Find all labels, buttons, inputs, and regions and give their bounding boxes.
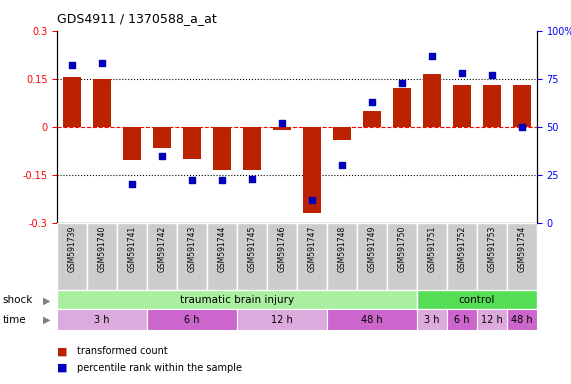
Bar: [183, 127, 201, 159]
FancyBboxPatch shape: [417, 290, 537, 309]
Point: [337, 162, 347, 168]
Text: GSM591739: GSM591739: [67, 226, 77, 273]
Text: GSM591752: GSM591752: [457, 226, 467, 272]
Text: GSM591741: GSM591741: [127, 226, 136, 272]
Point: [487, 72, 496, 78]
FancyBboxPatch shape: [507, 309, 537, 330]
FancyBboxPatch shape: [417, 223, 447, 290]
Text: GSM591749: GSM591749: [367, 226, 376, 273]
Text: time: time: [3, 315, 26, 325]
Text: 6 h: 6 h: [454, 314, 469, 325]
FancyBboxPatch shape: [387, 223, 417, 290]
FancyBboxPatch shape: [447, 309, 477, 330]
FancyBboxPatch shape: [237, 223, 267, 290]
Text: GSM591740: GSM591740: [98, 226, 107, 273]
Point: [427, 53, 436, 59]
Bar: [243, 127, 261, 170]
FancyBboxPatch shape: [267, 223, 297, 290]
Text: 12 h: 12 h: [481, 314, 502, 325]
Point: [158, 152, 167, 159]
FancyBboxPatch shape: [117, 223, 147, 290]
Point: [187, 177, 196, 184]
Bar: [63, 77, 81, 127]
FancyBboxPatch shape: [327, 309, 417, 330]
Text: 48 h: 48 h: [361, 314, 383, 325]
Text: GSM591748: GSM591748: [337, 226, 347, 272]
Bar: [303, 127, 321, 213]
Point: [367, 99, 376, 105]
Bar: [363, 111, 381, 127]
FancyBboxPatch shape: [57, 290, 417, 309]
FancyBboxPatch shape: [207, 223, 237, 290]
Text: 12 h: 12 h: [271, 314, 293, 325]
FancyBboxPatch shape: [357, 223, 387, 290]
Bar: [93, 79, 111, 127]
Text: ■: ■: [57, 363, 67, 373]
FancyBboxPatch shape: [297, 223, 327, 290]
Text: GSM591746: GSM591746: [278, 226, 287, 273]
Point: [457, 70, 467, 76]
Text: GSM591742: GSM591742: [158, 226, 167, 272]
Point: [307, 197, 316, 203]
FancyBboxPatch shape: [57, 309, 147, 330]
Text: GDS4911 / 1370588_a_at: GDS4911 / 1370588_a_at: [57, 12, 217, 25]
Text: 3 h: 3 h: [424, 314, 440, 325]
FancyBboxPatch shape: [507, 223, 537, 290]
Text: GSM591743: GSM591743: [187, 226, 196, 273]
Point: [278, 120, 287, 126]
Text: shock: shock: [3, 295, 33, 305]
Point: [98, 60, 107, 66]
Text: percentile rank within the sample: percentile rank within the sample: [77, 363, 242, 373]
Text: control: control: [459, 295, 495, 305]
Point: [517, 124, 526, 130]
FancyBboxPatch shape: [237, 309, 327, 330]
FancyBboxPatch shape: [477, 223, 507, 290]
FancyBboxPatch shape: [477, 309, 507, 330]
Text: GSM591754: GSM591754: [517, 226, 526, 273]
Text: traumatic brain injury: traumatic brain injury: [180, 295, 294, 305]
Bar: [213, 127, 231, 170]
FancyBboxPatch shape: [87, 223, 117, 290]
Bar: [123, 127, 141, 161]
FancyBboxPatch shape: [147, 223, 177, 290]
Text: ■: ■: [57, 346, 67, 356]
Text: GSM591745: GSM591745: [247, 226, 256, 273]
FancyBboxPatch shape: [177, 223, 207, 290]
FancyBboxPatch shape: [417, 309, 447, 330]
FancyBboxPatch shape: [147, 309, 237, 330]
Text: 3 h: 3 h: [94, 314, 110, 325]
Point: [67, 62, 77, 68]
Point: [218, 177, 227, 184]
Text: 6 h: 6 h: [184, 314, 200, 325]
Bar: [453, 85, 471, 127]
Point: [127, 181, 136, 187]
Text: GSM591753: GSM591753: [487, 226, 496, 273]
Point: [247, 175, 256, 182]
Bar: [482, 85, 501, 127]
Bar: [273, 127, 291, 130]
FancyBboxPatch shape: [447, 223, 477, 290]
Text: 48 h: 48 h: [511, 314, 533, 325]
Bar: [423, 74, 441, 127]
Bar: [513, 85, 531, 127]
FancyBboxPatch shape: [57, 223, 87, 290]
Text: GSM591750: GSM591750: [397, 226, 407, 273]
Bar: [393, 88, 411, 127]
Bar: [153, 127, 171, 147]
Text: GSM591744: GSM591744: [218, 226, 227, 273]
Text: transformed count: transformed count: [77, 346, 168, 356]
Text: ▶: ▶: [43, 315, 51, 325]
Bar: [333, 127, 351, 139]
Text: ▶: ▶: [43, 295, 51, 305]
FancyBboxPatch shape: [327, 223, 357, 290]
Text: GSM591751: GSM591751: [427, 226, 436, 272]
Point: [397, 79, 407, 86]
Text: GSM591747: GSM591747: [307, 226, 316, 273]
